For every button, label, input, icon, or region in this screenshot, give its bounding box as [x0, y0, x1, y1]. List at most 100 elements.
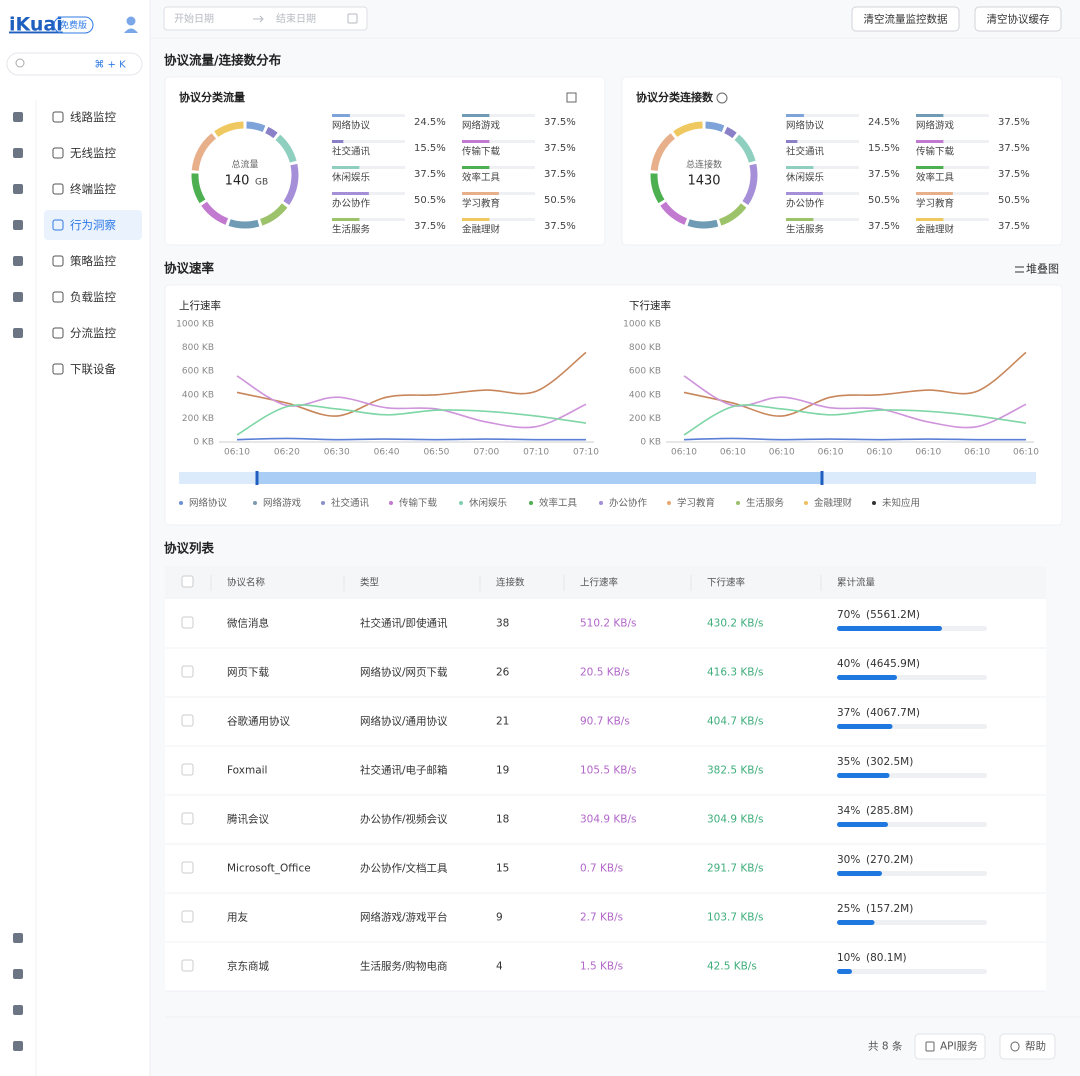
- legend-name[interactable]: 未知应用: [882, 497, 920, 509]
- legend-name[interactable]: 休闲娱乐: [469, 497, 508, 509]
- legend-name: 金融理财: [462, 224, 501, 236]
- checkbox[interactable]: [181, 763, 194, 776]
- legend-name[interactable]: 网络协议: [189, 497, 228, 509]
- table-cell: 微信消息: [227, 617, 269, 630]
- table-cell: 京东商城: [227, 960, 269, 973]
- help-icon[interactable]: [716, 92, 728, 104]
- rail-icon[interactable]: [13, 112, 23, 122]
- table-cell: 510.2 KB/s: [580, 618, 637, 630]
- legend-name[interactable]: 办公协作: [609, 497, 648, 509]
- date-range[interactable]: [163, 6, 368, 31]
- rail-icon[interactable]: [13, 933, 23, 943]
- table-header: [165, 566, 1046, 599]
- footer-button-label: 帮助: [1025, 1040, 1046, 1053]
- donut-segment: [275, 134, 297, 163]
- checkbox[interactable]: [181, 861, 194, 874]
- table-cell: 0.7 KB/s: [580, 863, 623, 875]
- legend-track: [916, 218, 989, 221]
- checkbox[interactable]: [181, 959, 194, 972]
- donut-segment: [673, 121, 703, 138]
- legend-name[interactable]: 网络游戏: [263, 497, 302, 509]
- checkbox[interactable]: [181, 575, 194, 588]
- rail-icon[interactable]: [13, 328, 23, 338]
- legend-bar: [916, 192, 953, 195]
- y-tick-label: 800 KB: [182, 343, 214, 353]
- rail-icon[interactable]: [13, 1005, 23, 1015]
- progress-bar: [837, 675, 897, 680]
- chart-title: 上行速率: [179, 299, 221, 312]
- table-cell: 2.7 KB/s: [580, 912, 623, 924]
- legend-name[interactable]: 效率工具: [539, 497, 578, 509]
- rail-icon[interactable]: [13, 148, 23, 158]
- rail-icon[interactable]: [13, 184, 23, 194]
- checkbox[interactable]: [181, 812, 194, 825]
- share-label: 30%: [837, 854, 860, 866]
- legend-name: 学习教育: [916, 198, 954, 210]
- rail-icon[interactable]: [13, 969, 23, 979]
- rail-icon[interactable]: [13, 256, 23, 266]
- table-cell: 网络协议/网页下载: [360, 666, 448, 679]
- line-series: [236, 404, 587, 436]
- table-cell: 办公协作/文档工具: [360, 862, 448, 875]
- legend-value: 24.5%: [414, 117, 446, 128]
- table-cell: 网络协议/通用协议: [360, 715, 448, 728]
- range-selected[interactable]: [257, 472, 822, 484]
- checkbox[interactable]: [181, 714, 194, 727]
- x-tick-label: 06:50: [423, 448, 449, 458]
- legend-name[interactable]: 传输下载: [399, 497, 438, 509]
- x-tick-label: 06:10: [224, 448, 250, 458]
- donut-segment: [214, 121, 244, 138]
- toolbar-button[interactable]: [974, 6, 1062, 32]
- nav-item[interactable]: 分流监控: [70, 326, 116, 340]
- donut-segment: [687, 219, 719, 229]
- rail-icon[interactable]: [13, 292, 23, 302]
- footer-icon: [1010, 1041, 1020, 1052]
- footer-button[interactable]: [999, 1033, 1056, 1060]
- y-tick-label: 1000 KB: [623, 320, 661, 330]
- card: [621, 76, 1063, 246]
- table-cell: Microsoft_Office: [227, 863, 311, 875]
- footer-icon: [925, 1041, 935, 1052]
- nav-item[interactable]: 行为洞察: [70, 218, 116, 232]
- total-label: (302.5M): [866, 756, 913, 768]
- donut-label: 总连接数: [686, 159, 722, 171]
- legend-name[interactable]: 生活服务: [746, 497, 785, 509]
- nav-item[interactable]: 无线监控: [70, 146, 116, 160]
- footer-button[interactable]: [914, 1033, 986, 1060]
- x-tick-label: 06:10: [769, 448, 795, 458]
- nav-item[interactable]: 线路监控: [70, 110, 116, 124]
- donut-segment: [228, 219, 260, 229]
- search-box[interactable]: [6, 52, 143, 76]
- share-label: 34%: [837, 805, 860, 817]
- y-tick-label: 0 KB: [193, 438, 214, 448]
- total-label: (270.2M): [866, 854, 913, 866]
- column-header: 协议名称: [227, 577, 266, 589]
- card-icon[interactable]: [566, 92, 577, 103]
- toolbar-button[interactable]: [851, 6, 960, 32]
- table-cell: 382.5 KB/s: [707, 765, 764, 777]
- table-cell: 9: [496, 912, 503, 924]
- range-handle[interactable]: [255, 471, 259, 485]
- share-label: 70%: [837, 609, 860, 621]
- nav-item[interactable]: 负载监控: [70, 290, 116, 304]
- checkbox[interactable]: [181, 665, 194, 678]
- donut-label: 总流量: [231, 159, 258, 171]
- nav-item[interactable]: 策略监控: [70, 254, 116, 268]
- legend-dot: [599, 501, 603, 505]
- toolbar-button-label: 清空流量监控数据: [864, 13, 948, 26]
- donut-segment: [650, 133, 676, 171]
- nav-item[interactable]: 终端监控: [70, 182, 116, 196]
- rail-icon[interactable]: [13, 220, 23, 230]
- checkbox[interactable]: [181, 910, 194, 923]
- legend-track: [786, 218, 859, 221]
- nav-item[interactable]: 下联设备: [70, 362, 116, 376]
- checkbox[interactable]: [181, 616, 194, 629]
- legend-name[interactable]: 学习教育: [677, 497, 715, 509]
- range-handle[interactable]: [820, 471, 824, 485]
- stack-toggle[interactable]: 堆叠图: [1026, 263, 1059, 276]
- legend-name[interactable]: 社交通讯: [331, 497, 370, 509]
- legend-name[interactable]: 金融理财: [814, 497, 853, 509]
- table-cell: 腾讯会议: [227, 813, 269, 826]
- rail-icon[interactable]: [13, 1041, 23, 1051]
